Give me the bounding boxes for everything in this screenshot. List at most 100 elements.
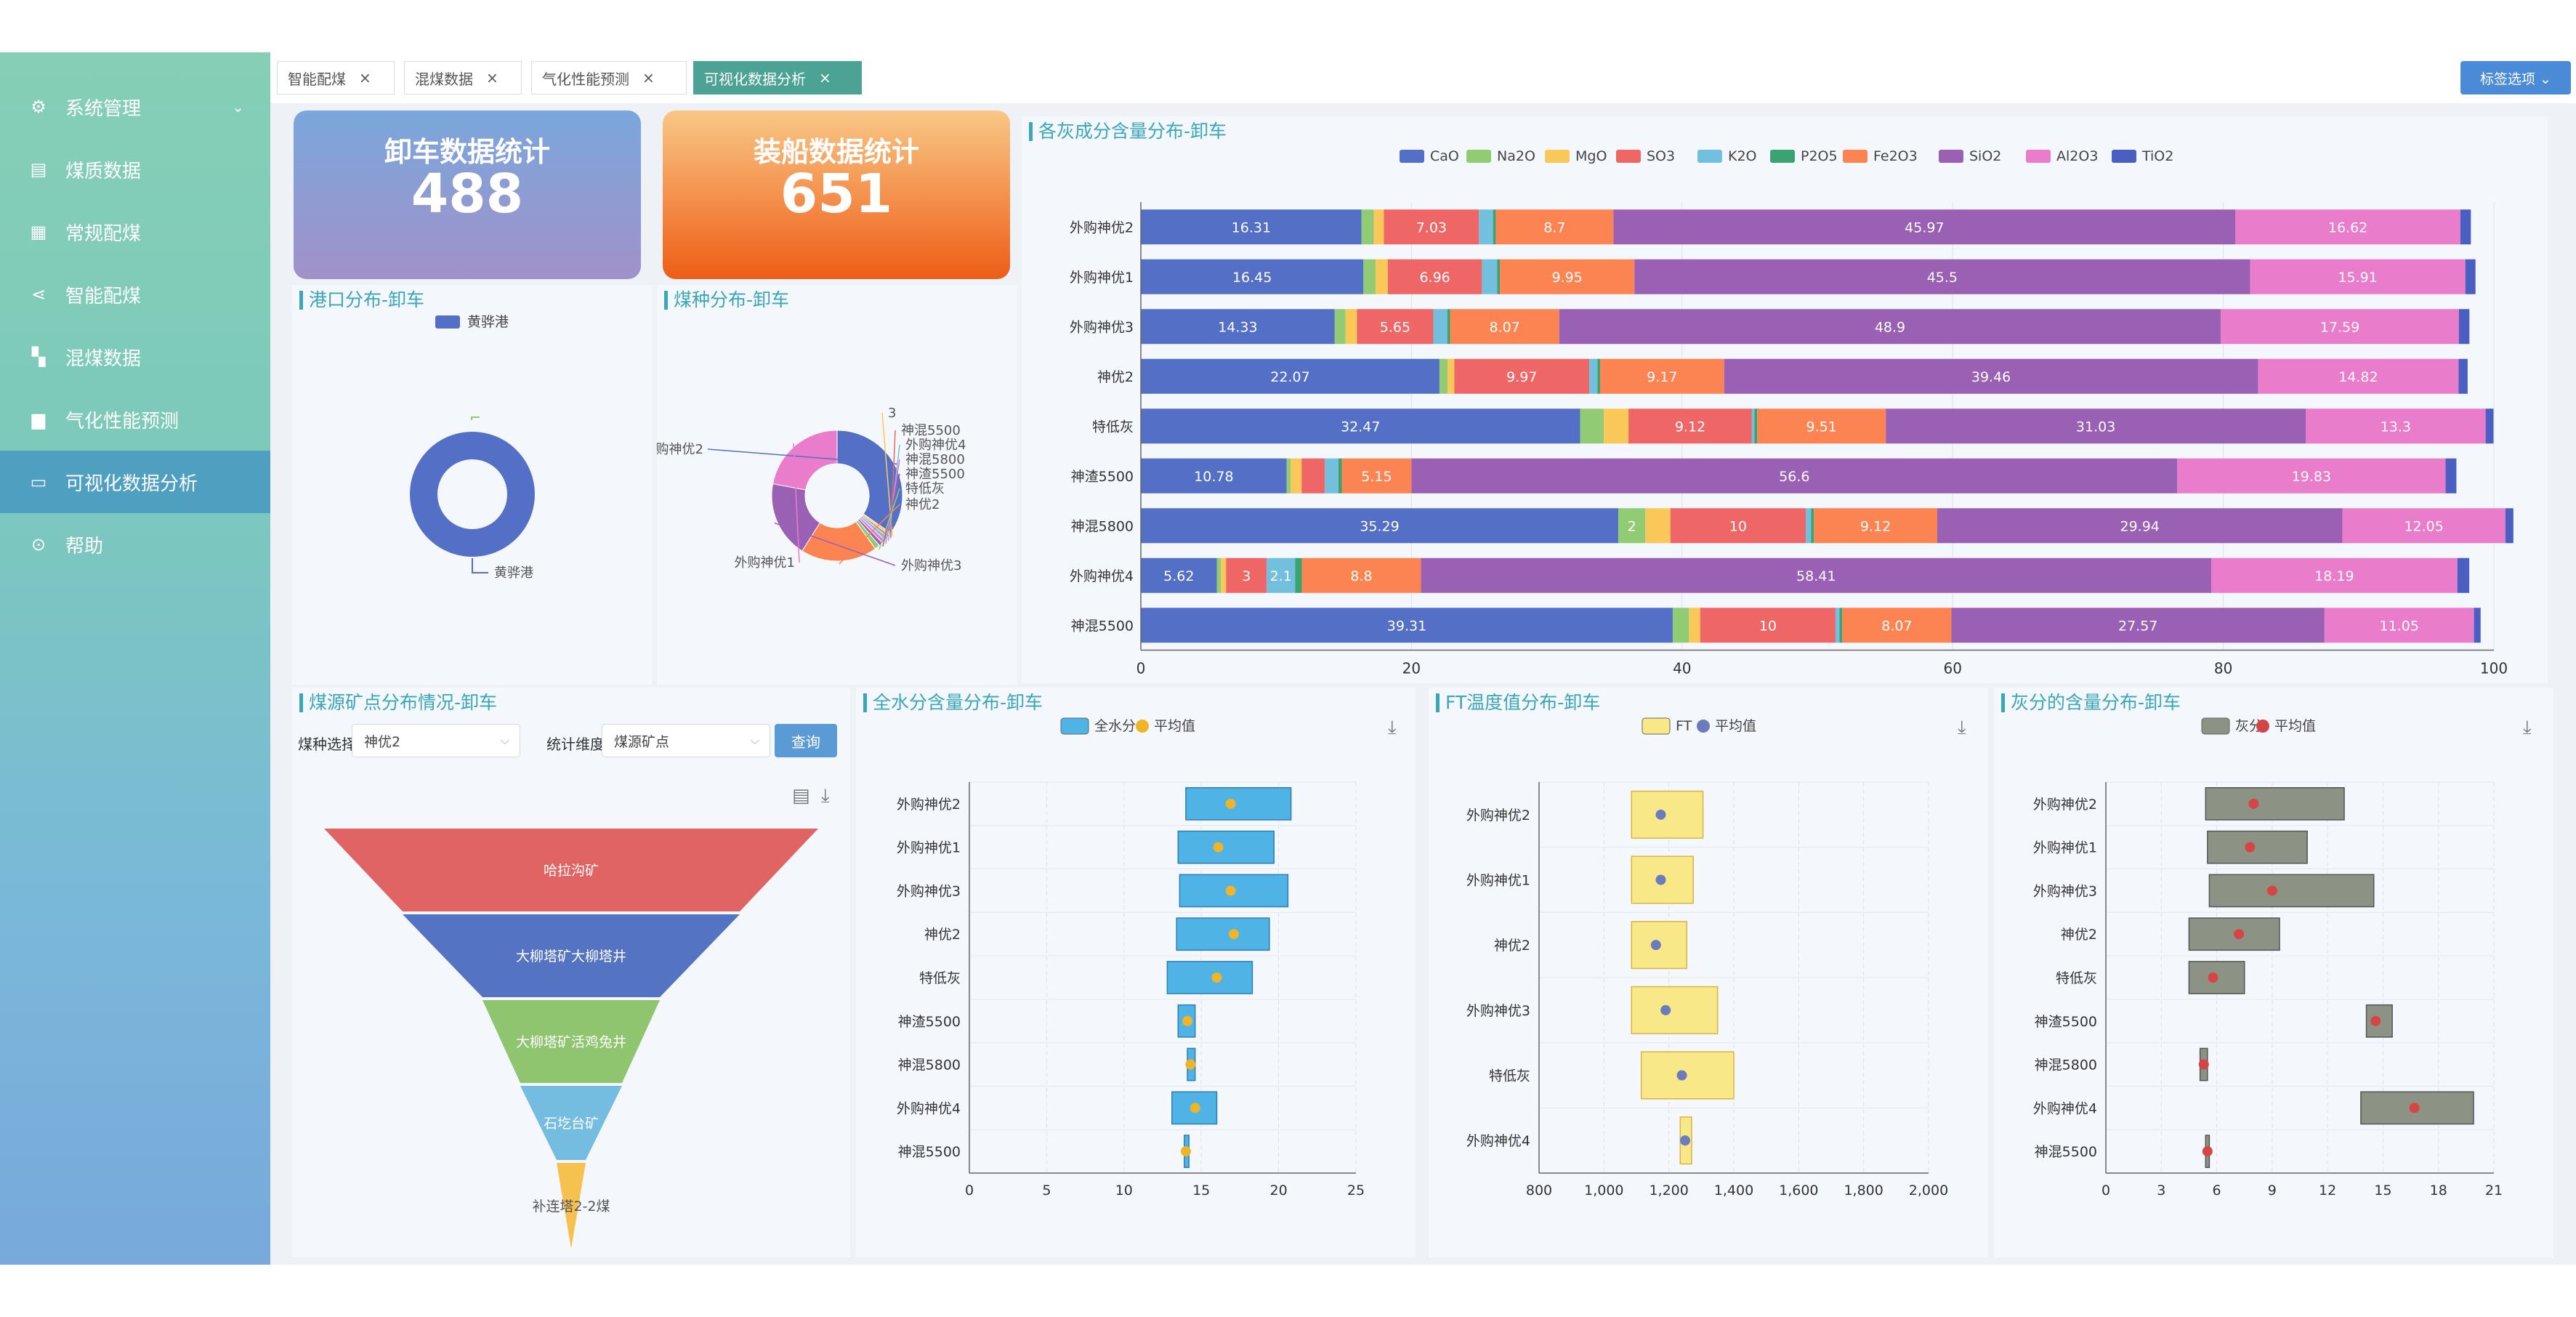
donut-slice[interactable] xyxy=(772,430,838,491)
bar-segment[interactable] xyxy=(1411,458,2178,494)
mean-point[interactable] xyxy=(1211,972,1222,983)
funnel-stage[interactable] xyxy=(403,914,740,997)
bar-segment[interactable] xyxy=(1141,408,1580,444)
mean-point[interactable] xyxy=(1185,1059,1196,1070)
bar-segment[interactable] xyxy=(1479,209,1493,245)
box[interactable] xyxy=(2207,830,2308,864)
bar-segment[interactable] xyxy=(1267,557,1296,593)
bar-segment[interactable] xyxy=(1951,608,2325,643)
bar-segment[interactable] xyxy=(1448,358,1455,394)
box[interactable] xyxy=(1176,917,1270,951)
mean-point[interactable] xyxy=(1650,940,1661,951)
bar-segment[interactable] xyxy=(1589,358,1598,394)
bar-segment[interactable] xyxy=(1384,209,1479,245)
bar-segment[interactable] xyxy=(2211,557,2458,593)
dimension-select[interactable]: 煤源矿点 ⌵ xyxy=(602,724,770,757)
bar-segment[interactable] xyxy=(2250,259,2466,294)
bar-segment[interactable] xyxy=(2465,259,2476,294)
bar-segment[interactable] xyxy=(2460,209,2471,245)
bar-segment[interactable] xyxy=(2505,508,2514,544)
bar-segment[interactable] xyxy=(2258,358,2459,394)
bar-segment[interactable] xyxy=(1495,209,1614,245)
mean-point[interactable] xyxy=(1182,1015,1193,1026)
download-icon[interactable]: ⤓ xyxy=(2523,717,2532,738)
bar-segment[interactable] xyxy=(1141,508,1619,544)
bar-segment[interactable] xyxy=(2445,458,2457,494)
bar-segment[interactable] xyxy=(1580,408,1604,444)
bar-segment[interactable] xyxy=(1301,458,1325,494)
download-icon[interactable]: ⤓ xyxy=(1388,717,1397,738)
bar-segment[interactable] xyxy=(1751,408,1755,444)
bar-segment[interactable] xyxy=(1286,458,1291,494)
bar-segment[interactable] xyxy=(1493,209,1496,245)
bar-segment[interactable] xyxy=(1141,608,1673,643)
tab-smart-blending[interactable]: 智能配煤 × xyxy=(277,61,395,94)
mean-point[interactable] xyxy=(2198,1059,2209,1070)
close-icon[interactable]: × xyxy=(819,69,831,86)
bar-segment[interactable] xyxy=(1447,309,1450,345)
box[interactable] xyxy=(1631,986,1719,1034)
bar-segment[interactable] xyxy=(1689,608,1700,643)
mean-point[interactable] xyxy=(1190,1103,1200,1113)
bar-segment[interactable] xyxy=(1221,557,1227,593)
bar-segment[interactable] xyxy=(1886,408,2306,444)
bar-segment[interactable] xyxy=(1597,358,1600,394)
mean-point[interactable] xyxy=(1180,1146,1191,1157)
bar-segment[interactable] xyxy=(1141,209,1362,245)
sidebar-item-help[interactable]: ⊙ 帮助 xyxy=(0,513,270,576)
bar-segment[interactable] xyxy=(1937,508,2343,544)
bar-segment[interactable] xyxy=(1499,259,1635,294)
bar-segment[interactable] xyxy=(1325,458,1339,494)
bar-segment[interactable] xyxy=(2485,408,2494,444)
bar-segment[interactable] xyxy=(1216,557,1222,593)
mean-point[interactable] xyxy=(1213,842,1224,853)
sidebar-item-gasification[interactable]: ▆ 气化性能预测 xyxy=(0,388,270,451)
bar-segment[interactable] xyxy=(1835,608,1840,643)
query-button[interactable]: 查询 xyxy=(775,724,837,757)
close-icon[interactable]: × xyxy=(359,69,371,86)
mean-point[interactable] xyxy=(2202,1146,2213,1157)
bar-segment[interactable] xyxy=(1141,557,1217,593)
tab-gasification[interactable]: 气化性能预测 × xyxy=(531,61,687,94)
bar-segment[interactable] xyxy=(2177,458,2446,494)
bar-segment[interactable] xyxy=(1497,259,1500,294)
bar-segment[interactable] xyxy=(1482,259,1498,294)
tab-visual-analysis[interactable]: 可视化数据分析 × xyxy=(693,61,862,94)
bar-segment[interactable] xyxy=(1618,508,1646,544)
box[interactable] xyxy=(1185,787,1292,821)
sidebar-item-system[interactable]: ⚙ 系统管理 ⌄ xyxy=(0,76,270,138)
bar-segment[interactable] xyxy=(1724,358,2258,394)
sidebar-item-coal-quality[interactable]: ▤ 煤质数据 xyxy=(0,138,270,201)
tab-options-button[interactable]: 标签选项 ⌄ xyxy=(2460,61,2571,94)
download-icon[interactable]: ⤓ xyxy=(821,785,830,807)
bar-segment[interactable] xyxy=(1345,309,1357,345)
bar-segment[interactable] xyxy=(1634,259,2250,294)
bar-segment[interactable] xyxy=(1376,259,1388,294)
mean-point[interactable] xyxy=(2234,929,2245,940)
bar-segment[interactable] xyxy=(1613,209,2236,245)
bar-segment[interactable] xyxy=(1295,557,1302,593)
mean-point[interactable] xyxy=(1655,809,1666,820)
box[interactable] xyxy=(1640,1051,1735,1100)
coal-type-select[interactable]: 神优2 ⌵ xyxy=(352,724,520,757)
bar-segment[interactable] xyxy=(1226,557,1267,593)
mean-point[interactable] xyxy=(1660,1004,1671,1015)
chevron-down-icon[interactable]: ⌄ xyxy=(232,98,244,116)
bar-segment[interactable] xyxy=(1814,508,1937,544)
bar-segment[interactable] xyxy=(1433,309,1448,345)
bar-segment[interactable] xyxy=(1141,309,1335,345)
mean-point[interactable] xyxy=(2266,885,2277,896)
funnel-stage[interactable] xyxy=(324,829,818,911)
bar-segment[interactable] xyxy=(2474,608,2481,643)
bar-segment[interactable] xyxy=(2458,309,2470,345)
sidebar-item-mixed-coal[interactable]: ▚ 混煤数据 xyxy=(0,326,270,388)
mean-point[interactable] xyxy=(1225,885,1236,896)
donut-slice[interactable] xyxy=(410,432,535,557)
bar-segment[interactable] xyxy=(1754,408,1758,444)
bar-segment[interactable] xyxy=(1672,608,1689,643)
bar-segment[interactable] xyxy=(2324,608,2474,643)
bar-segment[interactable] xyxy=(1301,557,1421,593)
download-icon[interactable]: ⤓ xyxy=(1958,717,1966,738)
bar-segment[interactable] xyxy=(2342,508,2506,544)
mean-point[interactable] xyxy=(2370,1015,2381,1026)
